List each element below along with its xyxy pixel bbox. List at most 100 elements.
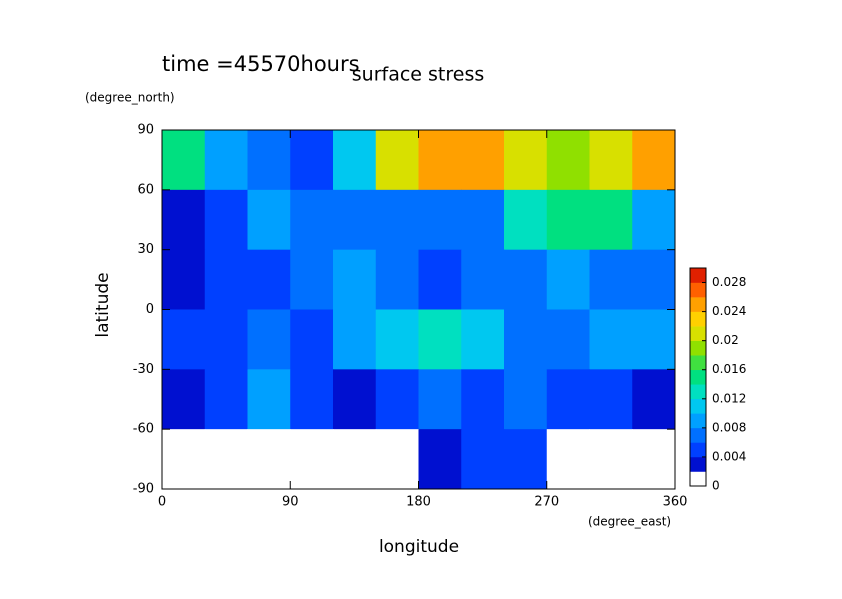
colorbar-tick-label: 0.02	[712, 333, 739, 347]
contour-cell	[204, 309, 248, 370]
x-axis-label: longitude	[379, 537, 459, 557]
contour-cell	[461, 249, 505, 310]
x-tick-label: 0	[158, 495, 166, 510]
contour-cell	[333, 130, 377, 191]
contour-cell	[204, 189, 248, 251]
x-unit: (degree_east)	[588, 515, 671, 529]
contour-cell	[418, 130, 462, 191]
contour-cell	[418, 249, 462, 310]
contour-cell	[632, 189, 676, 251]
x-tick-label: 180	[406, 495, 431, 510]
contour-cell	[162, 130, 206, 191]
contour-cell	[461, 369, 505, 430]
chart-title: surface stress	[352, 64, 485, 86]
colorbar-band	[690, 413, 706, 429]
contour-cell	[632, 369, 676, 430]
colorbar-tick-label: 0	[712, 479, 720, 493]
x-tick-label: 90	[282, 495, 299, 510]
contour-cell	[162, 369, 206, 430]
contour-cell	[290, 369, 334, 430]
contour-cell	[546, 369, 590, 430]
y-axis-label: latitude	[93, 272, 113, 337]
contour-cell	[162, 429, 206, 490]
colorbar-band	[690, 456, 706, 472]
contour-cell	[204, 369, 248, 430]
contour-cell	[162, 189, 206, 251]
colorbar-tick-label: 0.028	[712, 275, 746, 289]
chart-subtitle: time =45570hours	[162, 52, 360, 76]
colorbar-tick-label: 0.004	[712, 449, 746, 463]
colorbar-band	[690, 311, 706, 327]
contour-cell	[375, 309, 419, 370]
contour-cell	[247, 429, 291, 490]
y-tick-label: -60	[133, 422, 154, 437]
colorbar-band	[690, 282, 706, 298]
x-tick-label: 270	[534, 495, 559, 510]
contour-cell	[333, 309, 377, 370]
contour-cell	[589, 369, 633, 430]
y-tick-label: 0	[146, 302, 154, 317]
contour-cell	[504, 369, 548, 430]
contour-cell	[589, 189, 633, 251]
contour-cell	[162, 249, 206, 310]
colorbar-band	[690, 326, 706, 341]
colorbar-tick-label: 0.016	[712, 362, 746, 376]
y-tick-label: 90	[137, 123, 154, 138]
contour-cell	[632, 249, 676, 310]
contour-cell	[461, 429, 505, 490]
contour-cell	[589, 130, 633, 191]
colorbar-band	[690, 384, 706, 400]
contour-cell	[504, 429, 548, 490]
contour-cell	[375, 249, 419, 310]
contour-cell	[546, 189, 590, 251]
x-tick-label: 360	[663, 495, 688, 510]
colorbar-band	[690, 471, 706, 487]
y-unit: (degree_north)	[85, 91, 175, 105]
contour-cell	[589, 249, 633, 310]
contour-cell	[333, 189, 377, 251]
colorbar-band	[690, 398, 706, 414]
contour-cell	[333, 429, 377, 490]
colorbar-band	[690, 369, 706, 385]
contour-cell	[290, 309, 334, 370]
colorbar-band	[690, 340, 706, 356]
contour-cell	[247, 249, 291, 310]
y-tick-label: -90	[133, 482, 154, 497]
contour-cell	[290, 429, 334, 490]
contour-cell	[589, 309, 633, 370]
contour-cell	[333, 249, 377, 310]
contour-cell	[504, 309, 548, 370]
colorbar-band	[690, 355, 706, 371]
contour-cell	[632, 309, 676, 370]
contour-cell	[375, 369, 419, 430]
contour-cell	[504, 249, 548, 310]
colorbar-frame	[689, 267, 707, 487]
contour-cell	[418, 189, 462, 251]
contour-cell	[546, 309, 590, 370]
contour-cell	[546, 249, 590, 310]
colorbar-band	[690, 268, 706, 283]
contour-cell	[375, 189, 419, 251]
contour-cell	[204, 429, 248, 490]
contour-cell	[290, 249, 334, 310]
colorbar-tick-label: 0.024	[712, 304, 746, 318]
contour-cell	[418, 429, 462, 490]
contour-cell	[247, 130, 291, 191]
y-tick-label: 30	[137, 242, 154, 257]
contour-cell	[632, 429, 676, 490]
contour-cell	[461, 130, 505, 191]
contour-cell	[290, 130, 334, 191]
contour-cell	[247, 369, 291, 430]
contour-cell	[418, 369, 462, 430]
colorbar-band	[690, 442, 706, 458]
contour-cell	[461, 309, 505, 370]
contour-cell	[204, 130, 248, 191]
contour-cell	[546, 429, 590, 490]
colorbar-tick-label: 0.008	[712, 420, 746, 434]
contour-cell	[375, 429, 419, 490]
contour-cell	[632, 130, 676, 191]
y-tick-label: -30	[133, 362, 154, 377]
contour-cell	[247, 309, 291, 370]
contour-cell	[418, 309, 462, 370]
